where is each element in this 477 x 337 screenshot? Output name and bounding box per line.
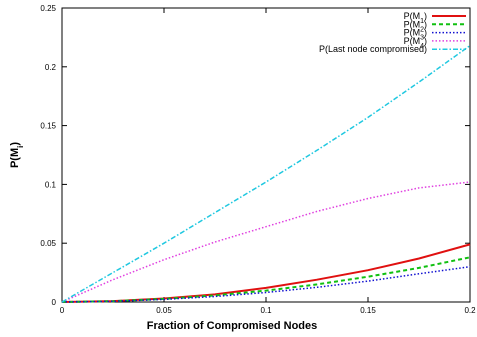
axis-ticks: 0 0.05 0.1 0.15 0.2 0 0.05 0.1 0.15 0.2 0.25 <box>40 4 476 315</box>
y-tick-label: 0.15 <box>40 122 56 131</box>
series-line-2 <box>61 256 471 303</box>
x-tick-label: 0.05 <box>156 306 172 315</box>
legend-label: P(Last node compromised) <box>319 44 427 54</box>
series-line-4 <box>61 181 471 303</box>
x-axis-title: Fraction of Compromised Nodes <box>147 320 318 332</box>
series-line-5 <box>61 44 471 303</box>
y-tick-label: 0.2 <box>45 63 57 72</box>
y-tick-label: 0.1 <box>45 180 57 189</box>
x-tick-label: 0.1 <box>260 306 272 315</box>
x-tick-label: 0 <box>60 306 65 315</box>
y-tick-label: 0.05 <box>40 239 56 248</box>
y-axis-title: P(Mi) <box>9 142 25 168</box>
x-tick-label: 0.15 <box>360 306 376 315</box>
y-tick-label: 0 <box>52 298 57 307</box>
legend: P(M1)P(M2)P(M3)P(M4)P(Last node compromi… <box>319 11 466 54</box>
x-tick-label: 0.2 <box>464 306 476 315</box>
series-line-1 <box>61 243 471 303</box>
series-lines <box>61 44 471 303</box>
series-line-3 <box>61 265 471 303</box>
y-tick-label: 0.25 <box>40 4 56 13</box>
